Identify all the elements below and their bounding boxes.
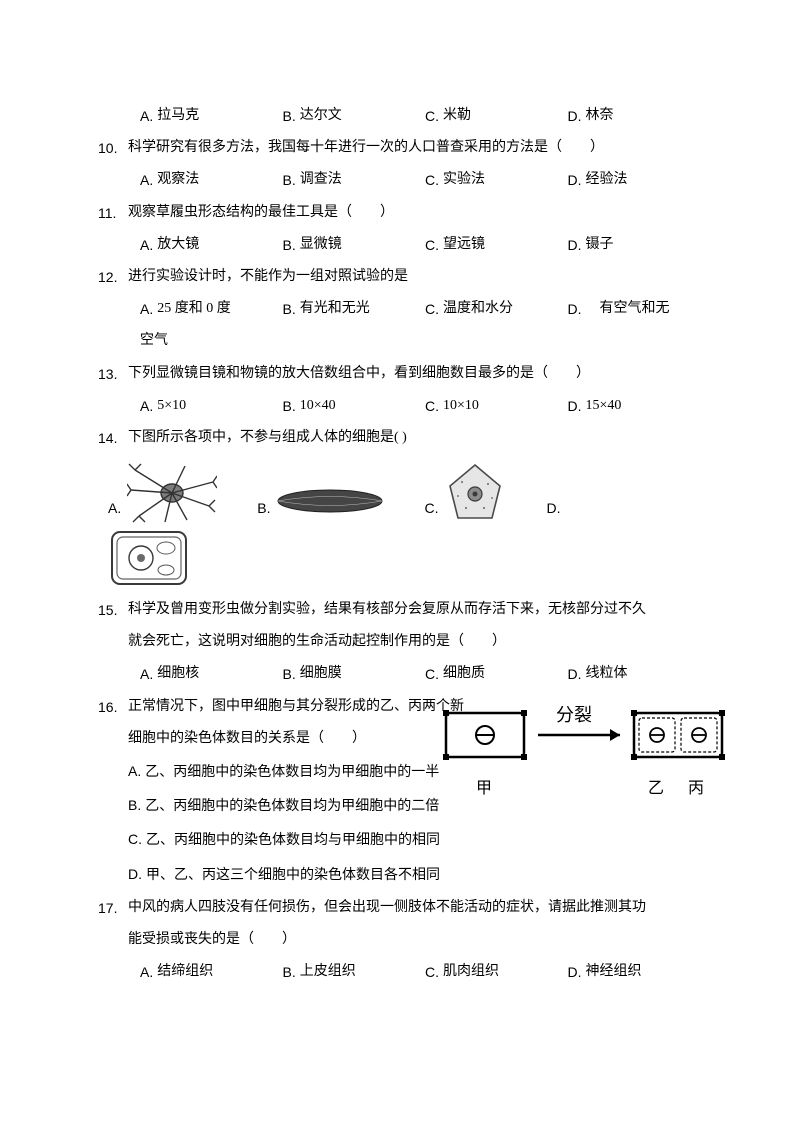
q14-cell-c: C. [424, 462, 506, 524]
q14-d-label: D. [546, 492, 560, 524]
q10-text: 科学研究有很多方法，我国每十年进行一次的人口普查采用的方法是（ ） [128, 132, 710, 164]
q13-options: A.5×10 B.10×40 C.10×10 D.15×40 [90, 390, 710, 422]
q9-option-c: C.米勒 [425, 100, 568, 132]
q11-num: 11. [98, 197, 128, 229]
q14-d-image [90, 528, 710, 588]
q14-cell-a: A. [108, 462, 217, 524]
q11-c: C.望远镜 [425, 229, 568, 261]
q11-options: A.放大镜 B.显微镜 C.望远镜 D.镊子 [90, 229, 710, 261]
q17-d: D.神经组织 [568, 956, 711, 988]
q14-images-row: A. B. C. D. [90, 462, 710, 524]
label-d: D. [568, 100, 582, 132]
q11-a: A.放大镜 [140, 229, 283, 261]
q15-a: A.细胞核 [140, 658, 283, 690]
q13-d: D.15×40 [568, 390, 711, 422]
q9-option-a: A.拉马克 [140, 100, 283, 132]
q14-a-label: A. [108, 492, 121, 524]
q13-a: A.5×10 [140, 390, 283, 422]
q10-c: C.实验法 [425, 164, 568, 196]
q17-num: 17. [98, 892, 128, 924]
arrow-label: 分裂 [556, 705, 592, 725]
q16-figure: 分裂 甲 乙 丙 [440, 699, 730, 808]
q12-a: A.25 度和 0 度 [140, 293, 283, 325]
cell-division-diagram-icon: 分裂 [440, 699, 730, 771]
q12-options: A.25 度和 0 度 B.有光和无光 C.温度和水分 D. 有空气和无 空气 [90, 293, 710, 357]
q9-d-text: 林奈 [586, 100, 614, 132]
q13: 13. 下列显微镜目镜和物镜的放大倍数组合中，看到细胞数目最多的是（ ） [90, 358, 710, 390]
q17-a: A.结缔组织 [140, 956, 283, 988]
label-c: C. [425, 100, 439, 132]
q15-text2: 就会死亡，这说明对细胞的生命活动起控制作用的是（ ） [90, 626, 710, 658]
q14-cell-b: B. [257, 478, 384, 524]
q9-c-text: 米勒 [443, 100, 471, 132]
fig-label-bing: 丙 [688, 771, 704, 808]
q16: 16. 正常情况下，图中甲细胞与其分裂形成的乙、丙两个新 细胞中的染色体数目的关… [90, 691, 710, 892]
q15-text: 科学及曾用变形虫做分割实验，结果有核部分会复原从而存活下来，无核部分过不久 [128, 594, 710, 626]
q15-options: A.细胞核 B.细胞膜 C.细胞质 D.线粒体 [90, 658, 710, 690]
q15: 15. 科学及曾用变形虫做分割实验，结果有核部分会复原从而存活下来，无核部分过不… [90, 594, 710, 626]
q16-c: C.乙、丙细胞中的染色体数目均与甲细胞中的相同 [90, 823, 710, 857]
q17-b: B.上皮组织 [283, 956, 426, 988]
plant-cell-icon [108, 528, 190, 588]
q14-text: 下图所示各项中，不参与组成人体的细胞是( ) [128, 422, 710, 454]
neuron-cell-icon [127, 462, 217, 524]
muscle-cell-icon [276, 478, 384, 524]
q17: 17. 中风的病人四肢没有任何损伤，但会出现一侧肢体不能活动的症状，请据此推测其… [90, 892, 710, 924]
q17-options: A.结缔组织 B.上皮组织 C.肌肉组织 D.神经组织 [90, 956, 710, 988]
q16-num: 16. [98, 691, 128, 723]
q12-d-cont: 空气 [140, 325, 710, 357]
q11-text: 观察草履虫形态结构的最佳工具是（ ） [128, 197, 710, 229]
q11: 11. 观察草履虫形态结构的最佳工具是（ ） [90, 197, 710, 229]
q9-options: A.拉马克 B.达尔文 C.米勒 D.林奈 [90, 100, 710, 132]
q15-c: C.细胞质 [425, 658, 568, 690]
q13-c: C.10×10 [425, 390, 568, 422]
q10-options: A.观察法 B.调查法 C.实验法 D.经验法 [90, 164, 710, 196]
q10-num: 10. [98, 132, 128, 164]
q12-d: D. 有空气和无 [568, 293, 711, 325]
q15-num: 15. [98, 594, 128, 626]
q12-num: 12. [98, 261, 128, 293]
q14: 14. 下图所示各项中，不参与组成人体的细胞是( ) [90, 422, 710, 454]
q10-b: B.调查法 [283, 164, 426, 196]
q17-text: 中风的病人四肢没有任何损伤，但会出现一侧肢体不能活动的症状，请据此推测其功 [128, 892, 710, 924]
q9-b-text: 达尔文 [300, 100, 342, 132]
q17-text2: 能受损或丧失的是（ ） [90, 924, 710, 956]
q13-text: 下列显微镜目镜和物镜的放大倍数组合中，看到细胞数目最多的是（ ） [128, 358, 710, 390]
q10: 10. 科学研究有很多方法，我国每十年进行一次的人口普查采用的方法是（ ） [90, 132, 710, 164]
q10-a: A.观察法 [140, 164, 283, 196]
q17-c: C.肌肉组织 [425, 956, 568, 988]
q11-d: D.镊子 [568, 229, 711, 261]
q13-b: B.10×40 [283, 390, 426, 422]
q9-option-d: D.林奈 [568, 100, 711, 132]
label-a: A. [140, 100, 153, 132]
q16-d: D.甲、乙、丙这三个细胞中的染色体数目各不相同 [90, 858, 710, 892]
q15-b: B.细胞膜 [283, 658, 426, 690]
q12: 12. 进行实验设计时，不能作为一组对照试验的是 [90, 261, 710, 293]
q14-b-label: B. [257, 492, 270, 524]
epithelial-cell-icon [444, 462, 506, 524]
q14-cell-d: D. [546, 492, 566, 524]
q15-d: D.线粒体 [568, 658, 711, 690]
fig-label-jia: 甲 [476, 771, 492, 808]
q9-option-b: B.达尔文 [283, 100, 426, 132]
q13-num: 13. [98, 358, 128, 390]
q10-d: D.经验法 [568, 164, 711, 196]
q12-text: 进行实验设计时，不能作为一组对照试验的是 [128, 261, 710, 293]
q12-b: B.有光和无光 [283, 293, 426, 325]
q12-c: C.温度和水分 [425, 293, 568, 325]
fig-label-yi: 乙 [648, 771, 664, 808]
q14-c-label: C. [424, 492, 438, 524]
q11-b: B.显微镜 [283, 229, 426, 261]
q9-a-text: 拉马克 [157, 100, 199, 132]
q14-num: 14. [98, 422, 128, 454]
label-b: B. [283, 100, 296, 132]
